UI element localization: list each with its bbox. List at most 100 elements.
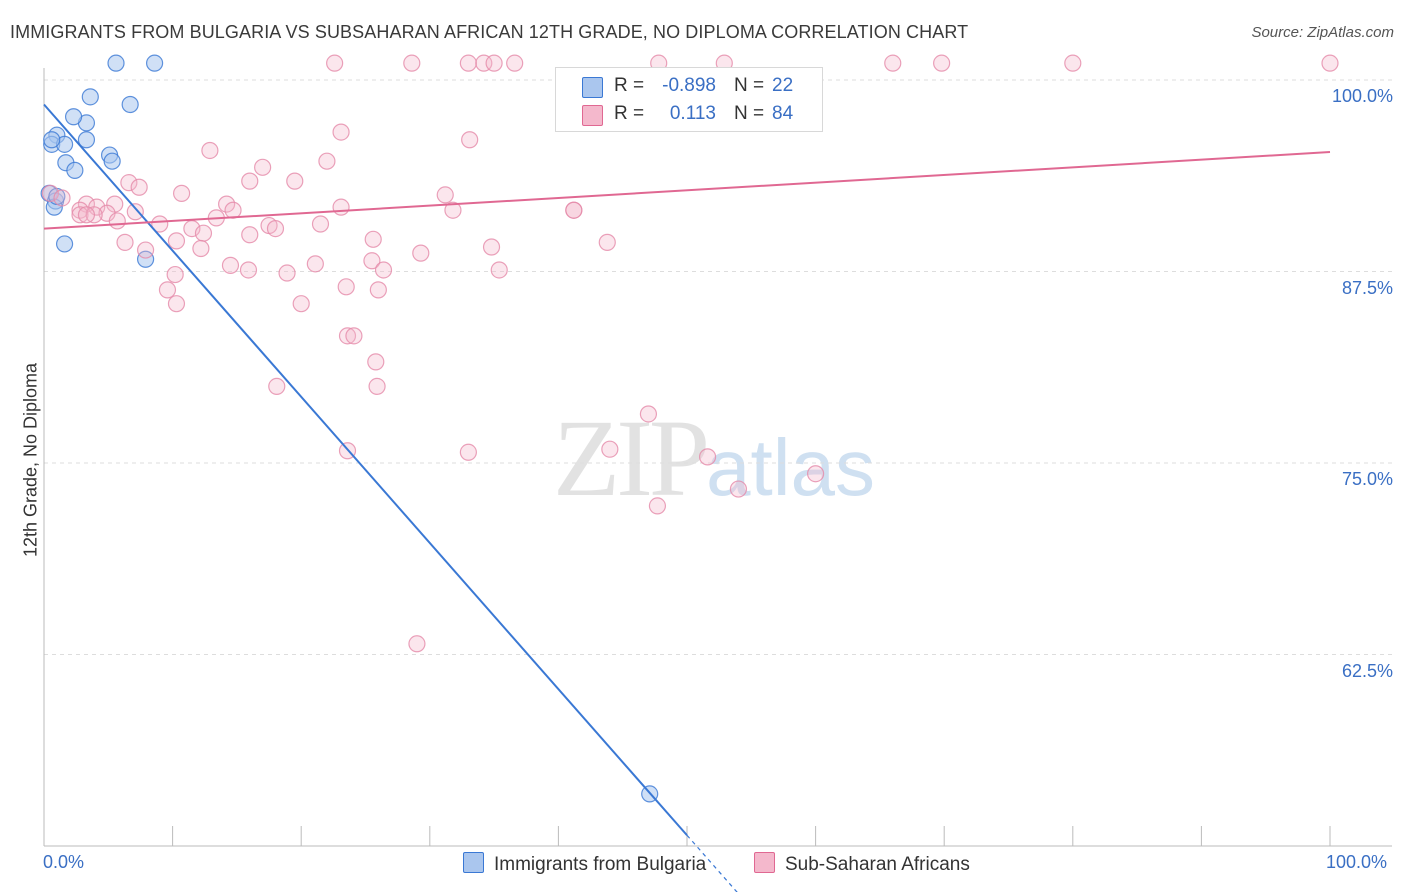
data-point	[884, 54, 902, 72]
trend-line-bulgaria	[43, 103, 688, 836]
legend-r-label: R =	[614, 75, 645, 96]
data-point	[367, 353, 385, 371]
legend-n-value: 22	[772, 75, 794, 96]
data-point	[306, 255, 324, 273]
data-point	[108, 212, 126, 230]
data-point	[266, 220, 285, 238]
data-point	[364, 230, 382, 248]
data-point	[286, 172, 304, 190]
y-tick-label-87-5: 87.5%	[1341, 278, 1393, 298]
data-point	[145, 54, 164, 72]
data-point	[64, 108, 83, 126]
data-point	[103, 152, 121, 170]
data-point	[201, 141, 219, 160]
data-point	[71, 206, 89, 224]
data-point	[116, 233, 134, 251]
bottom-legend-label-bulgaria: Immigrants from Bulgaria	[494, 854, 707, 875]
data-point	[565, 201, 583, 219]
data-point	[241, 226, 259, 244]
data-point	[490, 261, 508, 279]
legend-row-bulgaria: R = -0.898 N = 22	[556, 72, 822, 102]
y-tick-label-100: 100.0%	[1331, 86, 1393, 106]
data-point	[158, 281, 177, 299]
y-tick-label-75: 75.0%	[1341, 469, 1393, 489]
data-point	[130, 178, 148, 196]
chart-title: IMMIGRANTS FROM BULGARIA VS SUBSAHARAN A…	[10, 22, 969, 42]
data-point	[436, 186, 454, 204]
data-point	[107, 54, 125, 72]
data-point	[318, 152, 336, 170]
data-point	[167, 295, 186, 313]
data-point	[601, 440, 619, 458]
x-tick-label-min: 0.0%	[43, 852, 85, 872]
x-tick-label-max: 100.0%	[1326, 852, 1388, 872]
data-point	[698, 448, 717, 466]
y-axis-label: 12th Grade, No Diploma	[20, 362, 41, 558]
legend-n-label: N =	[734, 75, 765, 96]
data-point	[311, 215, 330, 233]
data-point	[459, 443, 477, 461]
trend-line-bulgaria-extension	[686, 834, 738, 892]
data-point	[485, 54, 503, 72]
data-point	[151, 215, 169, 233]
data-point	[648, 497, 667, 515]
bottom-legend-bulgaria: Immigrants from Bulgaria	[463, 852, 706, 876]
data-point	[444, 201, 462, 219]
data-point	[363, 252, 381, 270]
stats-legend: R = -0.898 N = 22 R = 0.113 N = 84	[555, 67, 823, 132]
data-point	[1321, 54, 1339, 72]
data-point	[332, 198, 350, 216]
data-point	[239, 261, 258, 279]
data-point	[408, 635, 426, 653]
data-point	[459, 54, 477, 72]
data-point	[192, 239, 210, 258]
data-point	[194, 224, 213, 242]
data-point	[120, 174, 138, 192]
legend-n-value: 84	[772, 103, 794, 124]
y-tick-label-62-5: 62.5%	[1341, 661, 1393, 681]
data-point	[806, 465, 825, 483]
trend-line-subsaharan	[43, 151, 1331, 230]
data-point	[53, 189, 71, 207]
data-point	[218, 195, 236, 213]
bottom-legend-label-subsaharan: Sub-Saharan Africans	[785, 854, 970, 875]
data-point	[598, 233, 616, 251]
source-label: Source: ZipAtlas.com	[1251, 24, 1394, 41]
data-point	[121, 95, 139, 114]
data-point	[326, 54, 344, 72]
bottom-legend-subsaharan: Sub-Saharan Africans	[754, 852, 970, 876]
data-point	[126, 203, 144, 221]
data-point	[166, 265, 184, 284]
data-point	[729, 480, 748, 498]
legend-r-label: R =	[614, 103, 645, 124]
data-point	[77, 131, 96, 149]
data-point	[224, 201, 242, 219]
data-point	[461, 131, 479, 149]
legend-r-value: -0.898	[662, 75, 716, 96]
data-point	[639, 405, 658, 423]
data-point	[506, 54, 524, 72]
data-point	[332, 123, 350, 141]
data-point	[403, 54, 421, 72]
data-point	[292, 295, 310, 313]
legend-swatch-blue	[582, 77, 603, 98]
data-point	[66, 161, 84, 179]
data-point	[412, 244, 430, 262]
data-point	[167, 232, 186, 250]
data-point	[338, 327, 357, 345]
watermark: ZIPatlas	[553, 395, 875, 522]
legend-r-value: 0.113	[669, 103, 716, 124]
data-point	[337, 278, 355, 296]
data-point	[55, 235, 74, 253]
data-point	[345, 327, 363, 345]
data-point	[482, 238, 501, 256]
data-point	[173, 184, 191, 202]
data-point	[136, 241, 155, 259]
watermark-zip: ZIP	[553, 397, 710, 519]
watermark-atlas: atlas	[706, 423, 875, 512]
data-point	[368, 377, 386, 395]
data-point	[374, 261, 393, 279]
data-point	[43, 131, 61, 149]
data-point	[77, 206, 96, 224]
